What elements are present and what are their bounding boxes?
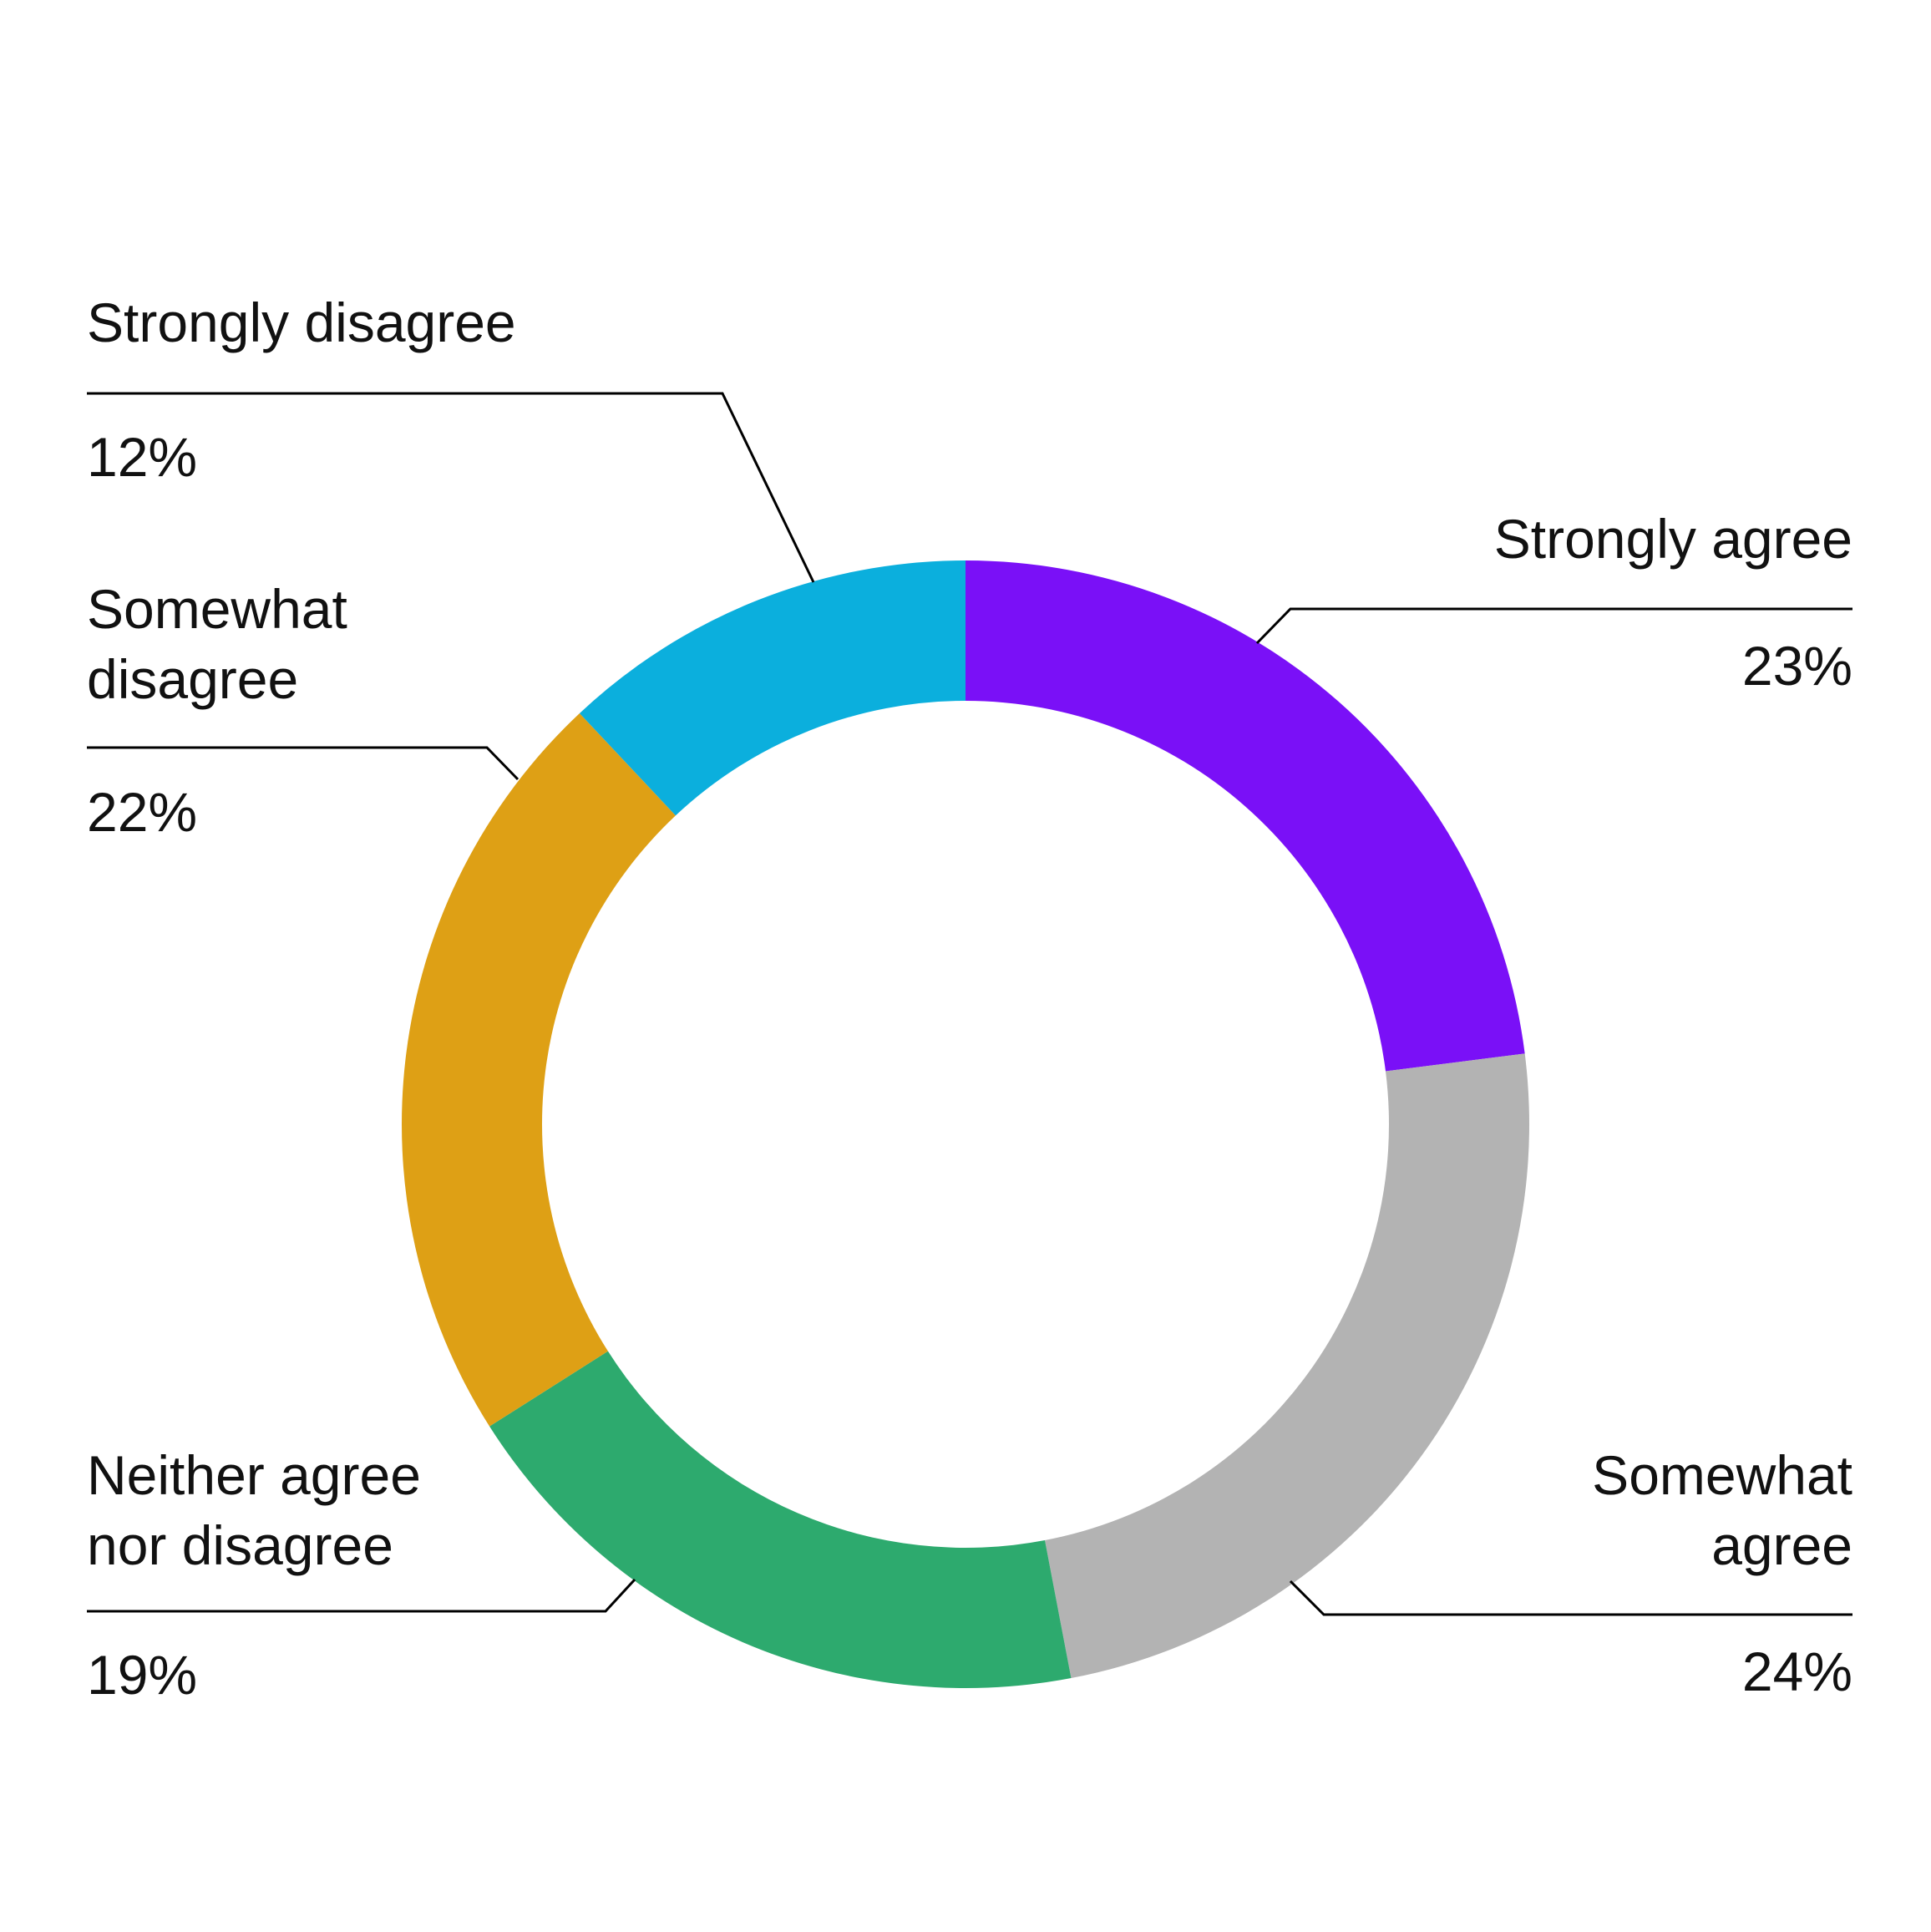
leader-line-strongly-agree bbox=[1255, 607, 1852, 645]
slice-somewhat-disagree bbox=[402, 712, 676, 1427]
slice-label-line: Neither agree bbox=[87, 1444, 421, 1506]
leader-line-somewhat-disagree bbox=[87, 746, 519, 781]
slice-strongly-disagree bbox=[579, 560, 965, 816]
slice-label-somewhat-agree: Somewhat agree bbox=[1592, 1444, 1852, 1576]
slice-label-line: Somewhat bbox=[87, 578, 347, 640]
slice-label-line: disagree bbox=[87, 648, 298, 710]
slice-value-somewhat-agree: 24% bbox=[1742, 1640, 1852, 1702]
slice-label-line: Strongly agree bbox=[1494, 508, 1852, 570]
slice-label-strongly-disagree: Strongly disagree bbox=[87, 292, 516, 353]
slice-label-line: agree bbox=[1711, 1514, 1852, 1576]
leader-line-somewhat-agree bbox=[1289, 1580, 1852, 1616]
slice-label-line: Somewhat bbox=[1592, 1444, 1852, 1506]
slices-layer bbox=[402, 560, 1530, 1688]
slice-value-strongly-agree: 23% bbox=[1742, 635, 1852, 697]
slice-label-neither-agree-nor-disagree: Neither agree nor disagree bbox=[87, 1444, 421, 1576]
slice-label-strongly-agree: Strongly agree bbox=[1494, 508, 1852, 570]
leader-line-neither-agree-nor-disagree bbox=[87, 1578, 636, 1613]
slice-somewhat-agree bbox=[1045, 1053, 1530, 1679]
leader-line-strongly-disagree bbox=[87, 392, 815, 583]
labels-layer: Strongly agree 23% Somewhat agree 24% Neither… bbox=[87, 292, 1852, 1706]
leader-lines-layer bbox=[87, 392, 1852, 1616]
slice-neither-agree-nor-disagree bbox=[489, 1351, 1072, 1688]
slice-label-somewhat-disagree: Somewhat disagree bbox=[87, 578, 347, 710]
slice-label-line: nor disagree bbox=[87, 1514, 393, 1576]
slice-label-line: Strongly disagree bbox=[87, 292, 516, 353]
slice-value-somewhat-disagree: 22% bbox=[87, 781, 197, 843]
slice-strongly-agree bbox=[965, 560, 1525, 1072]
slice-value-strongly-disagree: 12% bbox=[87, 426, 197, 488]
slice-value-neither-agree-nor-disagree: 19% bbox=[87, 1644, 197, 1706]
